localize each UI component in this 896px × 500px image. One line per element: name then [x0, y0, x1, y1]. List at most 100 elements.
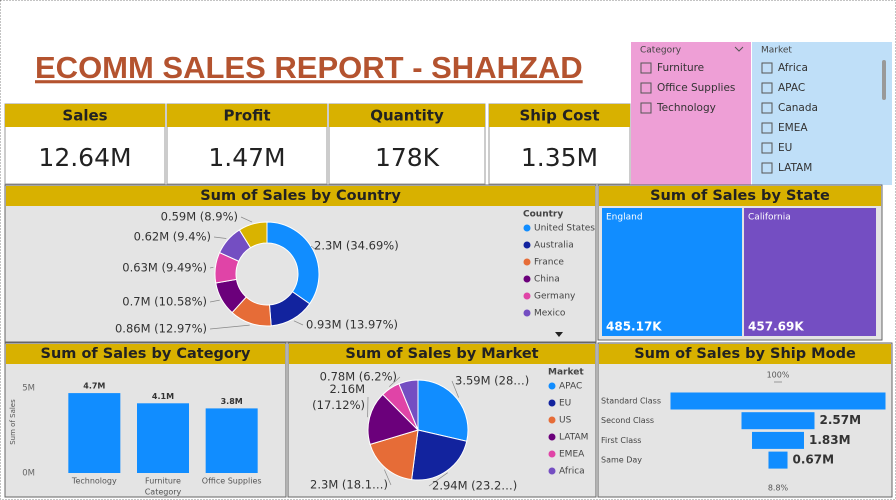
legend-title: Market [548, 368, 584, 378]
slicer-item[interactable]: Office Supplies [657, 82, 735, 94]
kpi-value: 12.64M [38, 143, 131, 172]
data-label: 2.94M (23.2…) [432, 479, 517, 493]
category-label: Standard Class [601, 397, 661, 406]
data-label: 1.83M [809, 433, 851, 447]
slicer-item[interactable]: Technology [656, 102, 716, 114]
leader-line [209, 266, 214, 269]
slicer-item[interactable]: Furniture [657, 62, 704, 74]
legend-marker [523, 258, 531, 266]
funnel-bar [768, 451, 788, 469]
slicer-item[interactable]: LATAM [778, 162, 812, 174]
data-label: 0.86M (12.97%) [115, 322, 207, 336]
slice [367, 393, 419, 445]
panel-header [599, 344, 891, 364]
kpi-header [489, 104, 630, 127]
kpi-header [329, 104, 485, 127]
kpi-value: 178K [375, 143, 440, 172]
x-tick-label: Furniture [145, 477, 181, 486]
legend-label: Mexico [534, 309, 566, 319]
legend-label: Germany [534, 292, 576, 302]
legend-marker [548, 382, 556, 390]
kpi-header [5, 104, 165, 127]
legend-label: France [534, 258, 564, 268]
slicer-item[interactable]: Africa [778, 62, 808, 74]
legend-label: LATAM [559, 433, 588, 443]
data-label: 0.78M (6.2%) [320, 370, 397, 384]
slicer-checkbox[interactable] [640, 82, 652, 94]
slicer-chevron [734, 46, 744, 52]
slicer-item[interactable]: Canada [778, 102, 818, 114]
data-label: 3.59M (28…) [455, 374, 529, 388]
bar [68, 393, 121, 473]
funnel-bar [752, 431, 804, 449]
legend-marker [523, 224, 531, 232]
legend-label: EU [559, 399, 571, 409]
bar [137, 403, 189, 473]
kpi-label: Ship Cost [520, 107, 600, 125]
data-label: 0.67M [793, 453, 835, 467]
slicer-title: Category [640, 46, 682, 56]
tile-label: California [748, 213, 791, 223]
legend-label: EMEA [559, 450, 585, 460]
slicer-checkbox[interactable] [761, 62, 773, 74]
y-tick-label: 5M [22, 384, 35, 394]
slicer-checkbox[interactable] [640, 62, 652, 74]
slice [238, 221, 268, 249]
funnel-bar [741, 412, 815, 430]
category-label: First Class [601, 436, 641, 445]
leader-line [451, 380, 460, 398]
legend-marker [523, 241, 531, 249]
slicer-item[interactable]: EU [778, 142, 792, 154]
kpi-value: 1.35M [521, 143, 598, 172]
slice [369, 429, 419, 481]
leader-line [209, 299, 220, 303]
y-tick-label: 0M [22, 469, 35, 479]
chart-title: Sum of Sales by Market [345, 346, 538, 362]
x-tick-label: Office Supplies [202, 477, 262, 486]
kpi-header [167, 104, 327, 127]
category-label: Same Day [601, 456, 642, 465]
slice [417, 379, 469, 442]
category-label: Second Class [601, 416, 654, 425]
data-label: 3.8M [221, 397, 243, 406]
data-label: 2.57M [819, 413, 861, 427]
x-axis-label: Category [145, 488, 182, 497]
data-label: 0.93M (13.97%) [306, 318, 398, 332]
legend-marker [523, 292, 531, 300]
panel-header [6, 186, 595, 206]
legend-label: US [559, 416, 572, 426]
leader-line [384, 469, 392, 486]
legend-marker [548, 399, 556, 407]
data-label: 4.7M [83, 382, 105, 391]
slicer-item[interactable]: APAC [778, 82, 805, 94]
slicer-checkbox[interactable] [761, 102, 773, 114]
data-label: 0.7M (10.58%) [122, 295, 207, 309]
funnel-bar [670, 392, 886, 410]
tile-value: 457.69K [748, 320, 804, 334]
panel-header [289, 344, 595, 364]
data-label: 2.16M (17.12%) [309, 382, 365, 412]
data-label: 2.3M (18.1…) [310, 478, 388, 492]
slicer-item[interactable]: EMEA [778, 122, 808, 134]
slicer-checkbox[interactable] [761, 142, 773, 154]
legend-marker [548, 416, 556, 424]
data-label: 0.59M (8.9%) [161, 210, 238, 224]
slice [398, 379, 419, 431]
slicer-checkbox[interactable] [761, 82, 773, 94]
legend-label: United States [534, 224, 595, 234]
legend-label: Australia [534, 241, 574, 251]
slicer-title: Market [761, 46, 792, 56]
panel-header [599, 186, 881, 206]
slicer-checkbox[interactable] [640, 102, 652, 114]
slicer-checkbox[interactable] [761, 162, 773, 174]
data-label: 4.1M [152, 392, 174, 401]
slicer-checkbox[interactable] [761, 122, 773, 134]
leader-line [240, 216, 253, 223]
legend-marker [548, 433, 556, 441]
funnel-bottom-label: 8.8% [768, 484, 789, 493]
tile-label: England [606, 213, 643, 223]
chart-title: Sum of Sales by State [650, 188, 830, 204]
legend-label: China [534, 275, 560, 285]
tile-value: 485.17K [606, 320, 662, 334]
